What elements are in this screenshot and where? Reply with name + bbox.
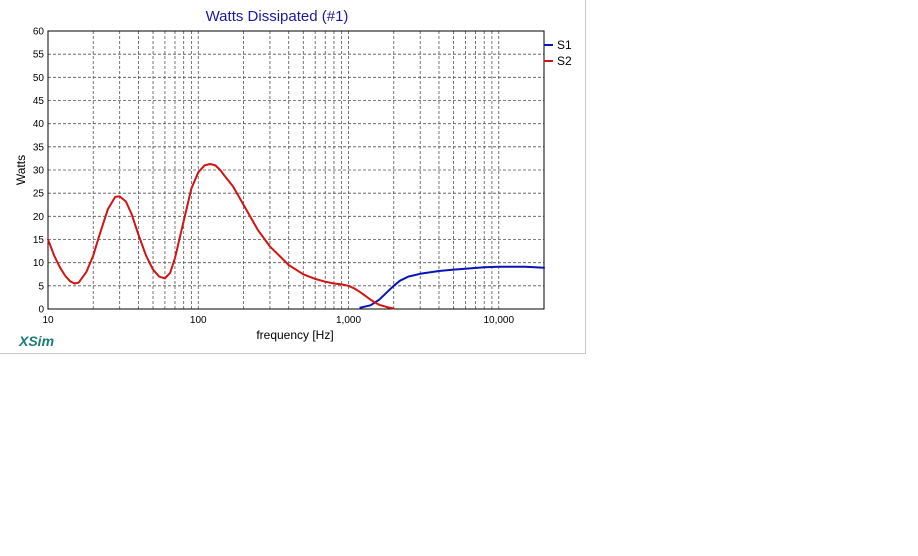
y-tick-label: 20 (33, 212, 45, 223)
xsim-brand: XSim (18, 333, 54, 349)
x-tick-labels: 10 100 1,000 10,000 (42, 315, 514, 326)
x-tick-label: 100 (190, 315, 207, 326)
y-tick-label: 5 (38, 281, 44, 292)
chart-title: Watts Dissipated (#1) (206, 8, 349, 25)
series-lines (47, 163, 545, 310)
axes (47, 30, 545, 310)
y-tick-label: 45 (33, 96, 45, 107)
legend-label-s1: S1 (557, 38, 572, 52)
chart-panel: 0 5 10 15 20 25 30 35 40 45 50 55 60 10 100 1,000 10,00… (0, 0, 586, 354)
x-tick-label: 1,000 (336, 315, 361, 326)
y-tick-label: 50 (33, 73, 45, 84)
y-tick-labels: 0 5 10 15 20 25 30 35 40 45 50 55 60 (33, 27, 45, 316)
series-s1-line (359, 265, 545, 309)
y-tick-label: 55 (33, 50, 45, 61)
y-tick-label: 30 (33, 166, 45, 177)
watts-dissipated-chart: 0 5 10 15 20 25 30 35 40 45 50 55 60 10 100 1,000 10,00… (14, 8, 572, 349)
x-tick-label: 10,000 (483, 315, 514, 326)
y-tick-label: 35 (33, 142, 45, 153)
legend-label-s2: S2 (557, 54, 572, 68)
y-tick-label: 15 (33, 235, 45, 246)
y-tick-label: 40 (33, 119, 45, 130)
y-tick-label: 0 (38, 305, 44, 316)
series-s2-line (47, 163, 395, 310)
y-tick-label: 10 (33, 258, 45, 269)
plot-frame (47, 30, 545, 310)
y-tick-label: 25 (33, 189, 45, 200)
x-tick-label: 10 (42, 315, 54, 326)
y-axis-label: Watts (14, 155, 28, 185)
y-tick-label: 60 (33, 27, 45, 38)
grid-lines (48, 31, 544, 309)
x-axis-label: frequency [Hz] (256, 328, 333, 342)
